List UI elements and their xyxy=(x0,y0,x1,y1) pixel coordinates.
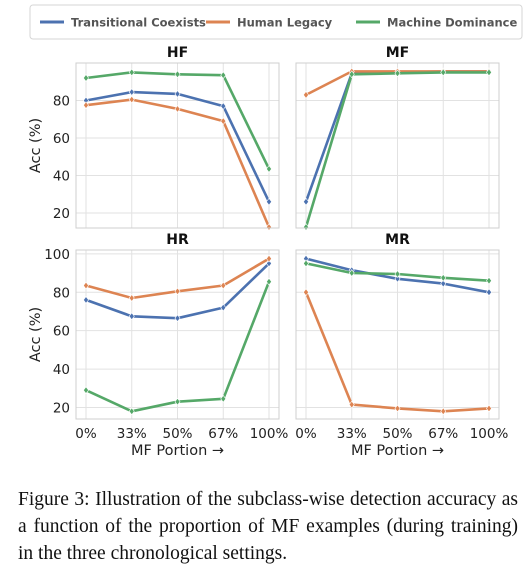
data-point xyxy=(220,394,227,403)
data-point xyxy=(128,312,135,321)
data-point xyxy=(83,74,89,82)
data-point xyxy=(220,117,227,126)
data-point xyxy=(83,281,89,290)
x-tick-label: 67% xyxy=(428,426,458,442)
data-point xyxy=(266,254,272,263)
x-tick-label: 0% xyxy=(75,426,97,442)
x-tick-label: 50% xyxy=(162,426,192,442)
figure-caption: Figure 3: Illustration of the subclass-w… xyxy=(18,486,518,567)
data-point xyxy=(174,397,181,406)
data-point xyxy=(266,277,272,286)
panel-mf: MF xyxy=(295,45,500,231)
legend-label: Human Legacy xyxy=(237,16,333,30)
x-axis-label: MF Portion → xyxy=(351,443,444,459)
data-point xyxy=(303,259,309,268)
panel-frame xyxy=(75,62,280,229)
x-tick-label: 33% xyxy=(337,426,367,442)
data-point xyxy=(128,95,135,104)
data-point xyxy=(486,276,492,285)
caption-text: Illustration of the subclass-wise detect… xyxy=(18,489,518,564)
panel-hr: HR 20 40 60 80 100 0% 33% 50% 67% 100% xyxy=(44,232,288,442)
data-point xyxy=(394,404,401,413)
y-tick-label: 60 xyxy=(53,131,70,147)
y-tick-label: 80 xyxy=(53,94,70,110)
data-point xyxy=(266,165,272,173)
data-point xyxy=(83,296,89,304)
data-point xyxy=(303,90,309,99)
y-tick-label: 80 xyxy=(53,285,70,301)
legend-box xyxy=(29,4,523,40)
data-point xyxy=(394,274,401,283)
x-axis-label: MF Portion → xyxy=(131,443,224,459)
panel-frame xyxy=(295,249,500,420)
panel-hf: HF 20 40 60 80 xyxy=(53,45,280,231)
data-point xyxy=(266,223,272,231)
panel-title: HR xyxy=(166,232,189,248)
x-tick-label: 50% xyxy=(382,426,412,442)
x-tick-label: 33% xyxy=(117,426,147,442)
y-tick-label: 40 xyxy=(53,362,70,378)
data-point xyxy=(266,197,272,206)
caption-label: Figure 3: xyxy=(18,489,90,510)
panel-frame xyxy=(295,62,500,229)
data-point xyxy=(220,71,227,80)
data-point xyxy=(128,68,135,77)
data-point xyxy=(83,101,89,110)
y-tick-label: 100 xyxy=(44,247,70,263)
data-point xyxy=(348,400,355,409)
data-point xyxy=(220,303,227,312)
data-point xyxy=(440,273,447,282)
data-point xyxy=(486,288,492,297)
legend-label: Transitional Coexists xyxy=(71,16,206,30)
figure: HF 20 40 60 80 MF HR 20 40 60 80 100 0% 33% 50% 67% 100%… xyxy=(28,4,523,459)
panel-title: HF xyxy=(167,45,188,61)
data-point xyxy=(174,90,181,98)
data-point xyxy=(348,269,355,277)
panel-frame xyxy=(75,249,280,420)
data-point xyxy=(174,287,181,296)
y-tick-label: 60 xyxy=(53,324,70,340)
data-point xyxy=(83,386,89,395)
data-point xyxy=(486,68,492,77)
data-point xyxy=(174,314,181,323)
data-point xyxy=(220,102,227,111)
panel-title: MR xyxy=(385,232,410,248)
data-point xyxy=(440,68,447,77)
data-point xyxy=(303,288,309,297)
data-point xyxy=(266,259,272,268)
legend: Transitional Coexists Human Legacy Machine… xyxy=(29,4,523,40)
x-tick-label: 0% xyxy=(295,426,317,442)
legend-label: Machine Dominance xyxy=(387,16,517,30)
data-point xyxy=(128,294,135,302)
data-point xyxy=(440,279,447,288)
panel-title: MF xyxy=(386,45,410,61)
x-tick-label: 100% xyxy=(470,426,509,442)
data-point xyxy=(394,270,401,278)
panel-mr: MR 0% 33% 50% 67% 100% xyxy=(295,232,508,442)
data-point xyxy=(128,88,135,96)
x-tick-label: 100% xyxy=(250,426,289,442)
y-tick-label: 20 xyxy=(53,206,70,222)
data-point xyxy=(303,223,309,231)
x-tick-label: 67% xyxy=(208,426,238,442)
data-point xyxy=(174,105,181,113)
data-point xyxy=(394,69,401,78)
data-point xyxy=(174,70,181,79)
y-tick-label: 40 xyxy=(53,169,70,185)
data-point xyxy=(486,404,492,413)
data-point xyxy=(440,407,447,416)
y-axis-label: Acc (%) xyxy=(28,118,44,173)
data-point xyxy=(128,407,135,416)
y-axis-label: Acc (%) xyxy=(28,307,44,362)
data-point xyxy=(348,70,355,79)
y-tick-label: 20 xyxy=(53,400,70,416)
data-point xyxy=(303,197,309,206)
data-point xyxy=(220,281,227,290)
